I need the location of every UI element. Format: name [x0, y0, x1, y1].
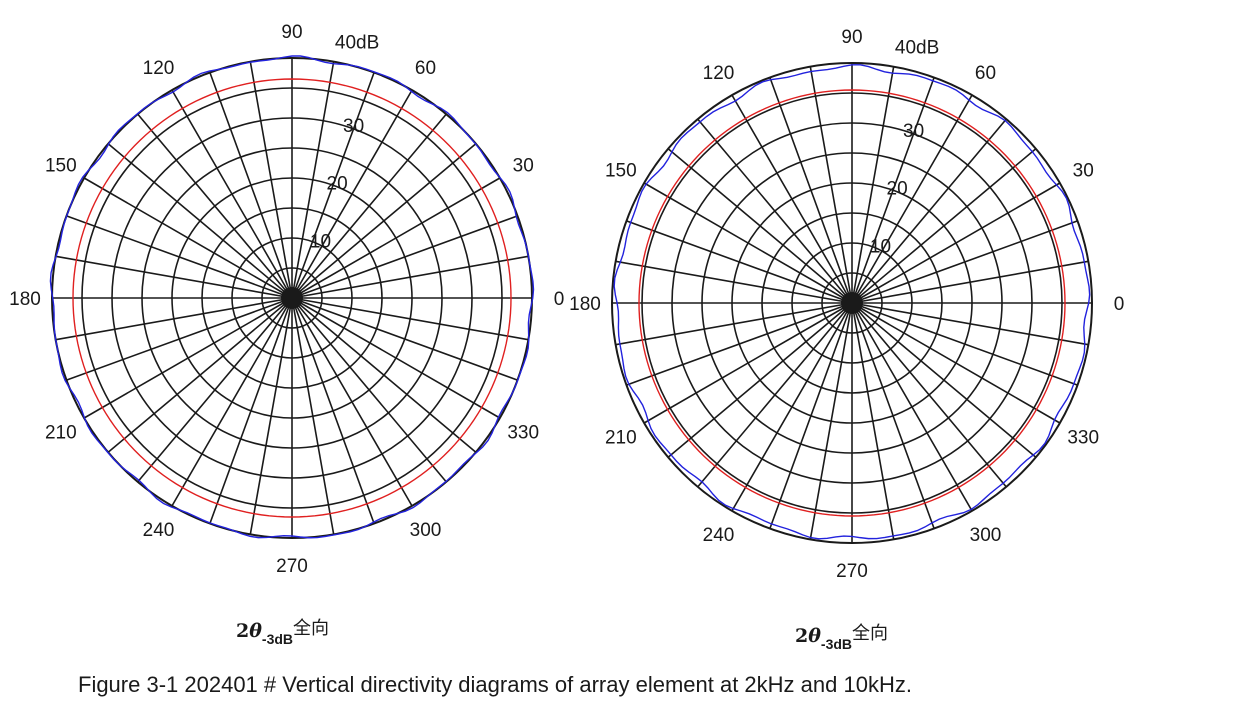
series-line-1	[638, 89, 1066, 517]
ring-35	[641, 92, 1063, 514]
angle-tick-0: 0	[1114, 294, 1125, 315]
angle-tick-150: 150	[605, 161, 637, 182]
series-line-0	[613, 64, 1091, 540]
radial-tick-10: 10	[870, 236, 891, 257]
sublabel-left-theta: θ	[249, 620, 262, 642]
angle-tick-180: 180	[9, 289, 41, 310]
series-line-1	[72, 78, 512, 518]
radial-tick-40: 40dB	[895, 38, 939, 59]
angle-tick-210: 210	[605, 428, 637, 449]
sublabel-right-theta: θ	[808, 625, 821, 647]
polar-plot-10khz: 0 30 60 90 120 150 180 210 240 270 300 330 10 20 30 40d…	[569, 27, 1124, 582]
center-hub	[281, 287, 303, 309]
ring-10	[231, 237, 353, 359]
sublabel-right-prefix: 2	[795, 625, 809, 647]
polar-plot-2khz: 0 30 60 90 120 150 180 210 240 270 300 330 10 20 30 40d…	[9, 22, 564, 577]
ring-20	[171, 177, 413, 419]
radial-tick-20: 20	[327, 174, 348, 195]
radial-tick-30: 30	[343, 116, 364, 137]
center-hub	[841, 292, 863, 314]
sublabel-right-suffix: 全向	[852, 623, 889, 644]
sublabel-left-subscript: -3dB	[261, 631, 294, 647]
angle-tick-180: 180	[569, 294, 601, 315]
angle-tick-300: 300	[970, 525, 1002, 546]
ring-20	[731, 182, 973, 424]
ring-5	[821, 272, 883, 334]
angle-tick-330: 330	[507, 423, 539, 444]
angle-tick-60: 60	[415, 58, 436, 79]
angle-tick-300: 300	[410, 520, 442, 541]
angle-tick-30: 30	[1073, 161, 1094, 182]
ring-40	[51, 57, 533, 539]
angle-tick-30: 30	[513, 156, 534, 177]
angle-tick-0: 0	[554, 289, 565, 310]
ring-35	[81, 87, 503, 509]
radial-tick-10: 10	[310, 231, 331, 252]
angle-tick-150: 150	[45, 156, 77, 177]
angle-tick-90: 90	[841, 27, 862, 48]
sublabel-left-prefix: 2	[236, 620, 250, 642]
radial-tick-20: 20	[887, 179, 908, 200]
radial-tick-40: 40dB	[335, 33, 379, 54]
ring-15	[201, 207, 383, 389]
ring-25	[141, 147, 443, 449]
angle-tick-240: 240	[703, 525, 735, 546]
angle-tick-60: 60	[975, 63, 996, 84]
sublabel-right-subscript: -3dB	[820, 636, 853, 652]
angle-tick-120: 120	[703, 63, 735, 84]
ring-25	[701, 152, 1003, 454]
ring-30	[111, 117, 473, 479]
sublabel-right: 2θ-3dB全向	[795, 622, 889, 652]
ring-40	[611, 62, 1093, 544]
radial-tick-30: 30	[903, 121, 924, 142]
angle-tick-120: 120	[143, 58, 175, 79]
ring-15	[761, 212, 943, 394]
angle-tick-240: 240	[143, 520, 175, 541]
ring-10	[791, 242, 913, 364]
angle-tick-210: 210	[45, 423, 77, 444]
series-line-0	[49, 55, 535, 539]
angle-tick-90: 90	[281, 22, 302, 43]
ring-30	[671, 122, 1033, 484]
angle-tick-330: 330	[1067, 428, 1099, 449]
sublabel-left-suffix: 全向	[293, 618, 330, 639]
angle-tick-270: 270	[836, 561, 868, 582]
sublabel-left: 2θ-3dB全向	[236, 617, 330, 647]
ring-5	[261, 267, 323, 329]
figure-caption: Figure 3-1 202401 # Vertical directivity…	[78, 672, 912, 697]
angle-tick-270: 270	[276, 556, 308, 577]
